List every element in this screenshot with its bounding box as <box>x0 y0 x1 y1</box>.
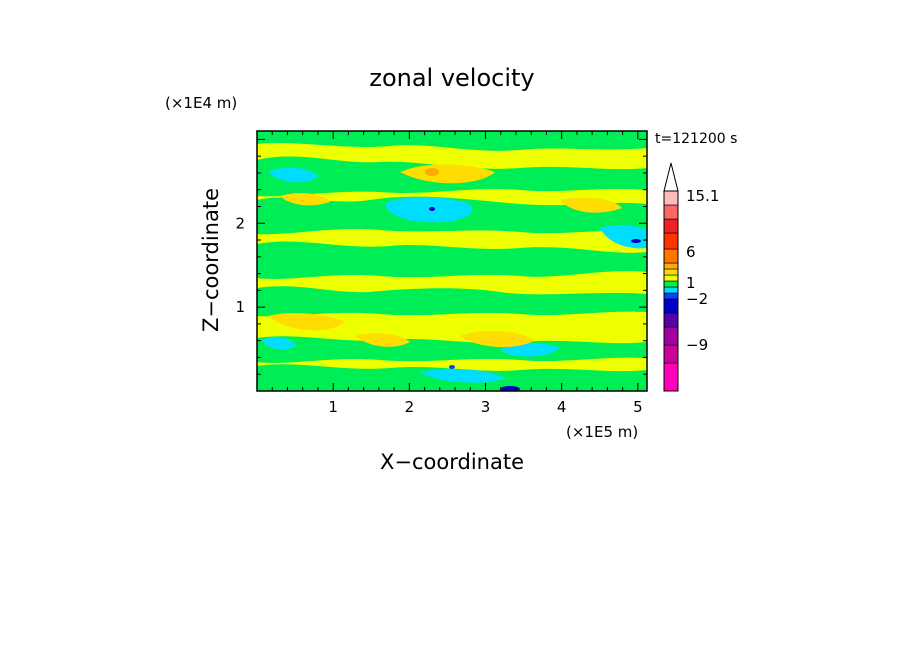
x-tick-label: 4 <box>557 398 567 416</box>
contour-orange-patch <box>560 197 622 213</box>
colorbar-segment <box>663 262 679 270</box>
x-tick-label: 3 <box>481 398 491 416</box>
colorbar-frame <box>663 190 679 392</box>
contour-orange-patch <box>268 313 345 331</box>
contour-cyan-patch <box>262 337 296 350</box>
contour-orange-patch <box>460 331 535 348</box>
colorbar-segment <box>663 326 679 346</box>
contour-orange-patch <box>400 164 495 184</box>
contour-green-band <box>257 336 647 363</box>
x-tick-label: 2 <box>405 398 415 416</box>
contour-green-band <box>257 131 647 151</box>
colorbar-segment <box>663 190 679 206</box>
colorbar-segment <box>663 274 679 282</box>
contour-blue-spot <box>429 207 435 211</box>
colorbar-segment <box>663 362 679 392</box>
contour-blue-spot <box>631 239 641 243</box>
colorbar-label: 15.1 <box>686 187 719 205</box>
colorbar-segment <box>663 280 679 288</box>
colorbar-label: −9 <box>686 336 708 354</box>
y-tick-label: 1 <box>235 298 245 316</box>
y-axis-label: Z−coordinate <box>199 188 223 332</box>
colorbar-label: −2 <box>686 290 708 308</box>
contour-dark-orange-spot <box>425 168 439 176</box>
contour-blue-spot <box>449 365 455 369</box>
colorbar-segment <box>663 286 679 294</box>
contour-cyan-patch <box>420 369 505 383</box>
colorbar-segment <box>663 204 679 220</box>
colorbar-segment <box>663 292 679 300</box>
time-label: t=121200 s <box>655 131 737 147</box>
chart-title: zonal velocity <box>369 64 534 92</box>
contour-field <box>257 131 647 391</box>
contour-cyan-patch <box>385 197 473 223</box>
colorbar-segment <box>663 268 679 276</box>
contour-orange-patch <box>280 193 330 206</box>
colorbar-segment <box>663 344 679 364</box>
colorbar-label: 1 <box>686 274 696 292</box>
contour-green-band <box>257 286 647 317</box>
colorbar-segment <box>663 218 679 234</box>
x-axis-unit: (×1E5 m) <box>566 423 638 441</box>
contour-blue-spot <box>500 386 520 391</box>
x-axis-label: X−coordinate <box>380 450 524 474</box>
contour-green-band <box>257 241 647 279</box>
colorbar-segment <box>663 298 679 314</box>
plot-frame <box>256 130 648 392</box>
colorbar-segment <box>663 232 679 250</box>
y-axis-unit: (×1E4 m) <box>165 94 237 112</box>
colorbar-extend-cap <box>663 162 679 192</box>
x-tick-label: 1 <box>328 398 338 416</box>
axes: 1 2 3 4 5 1 2 <box>235 130 648 416</box>
contour-cyan-patch <box>500 343 560 357</box>
colorbar-segment <box>663 312 679 328</box>
y-tick-label: 2 <box>235 214 245 232</box>
contour-cyan-patch <box>268 167 318 183</box>
x-tick-label: 5 <box>633 398 643 416</box>
colorbar: 15.1 6 1−2 −9 <box>663 162 719 392</box>
contour-orange-patch <box>355 333 410 347</box>
colorbar-segment <box>663 248 679 264</box>
colorbar-label: 6 <box>686 243 696 261</box>
